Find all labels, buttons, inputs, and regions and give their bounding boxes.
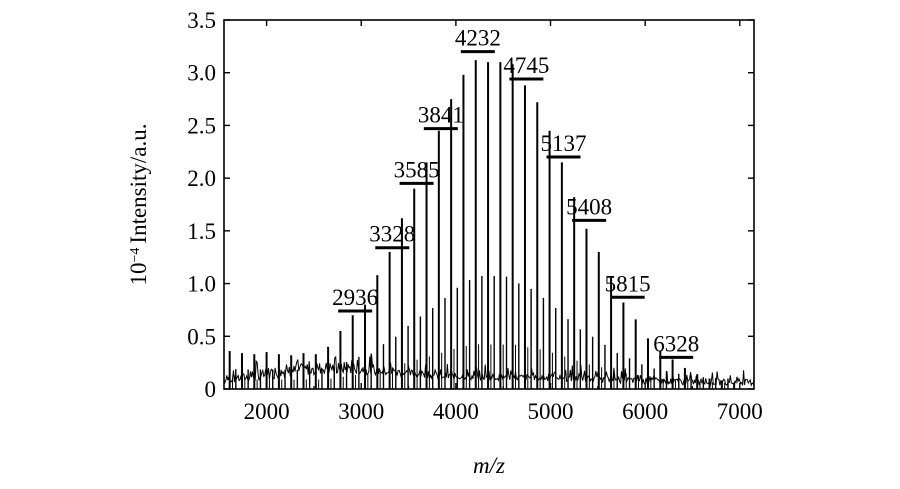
y-tick-label: 3.5	[187, 8, 216, 33]
x-axis-title: m/z	[473, 453, 505, 478]
y-tick-label: 1.5	[187, 219, 216, 244]
x-tick-label: 2000	[244, 399, 290, 424]
y-tick-label: 0	[205, 377, 217, 402]
peak-label: 3841	[418, 103, 464, 128]
peak-label: 4232	[455, 26, 501, 51]
axis-ticks: 2000 3000 4000 5000 6000 7000 0 0.5 1.0 1.5 2.0 2.5…	[187, 8, 763, 424]
peak-label: 3328	[369, 222, 415, 247]
peak-label: 4745	[503, 53, 549, 78]
x-tick-label: 3000	[338, 399, 384, 424]
peak-label: 5137	[540, 131, 586, 156]
y-tick-label: 2.0	[187, 166, 216, 191]
y-tick-label: 1.0	[187, 272, 216, 297]
y-axis-title-prefix: 10	[126, 263, 151, 286]
x-tick-label: 7000	[717, 399, 763, 424]
peak-label: 3585	[394, 157, 440, 182]
x-tick-label: 4000	[433, 399, 479, 424]
plot-frame	[223, 19, 755, 390]
y-tick-label: 3.0	[187, 61, 216, 86]
peak-label: 6328	[653, 331, 699, 356]
peak-label: 5408	[566, 194, 612, 219]
peak-label: 5815	[605, 271, 651, 296]
y-axis-title: 10−4 Intensity/a.u.	[126, 124, 151, 286]
y-tick-label: 0.5	[187, 324, 216, 349]
x-tick-label: 5000	[528, 399, 574, 424]
peak-label: 2936	[332, 285, 378, 310]
y-axis-title-exponent: −4	[128, 248, 143, 263]
x-tick-label: 6000	[622, 399, 668, 424]
y-axis-title-text: Intensity/a.u.	[126, 124, 151, 244]
y-tick-label: 2.5	[187, 113, 216, 138]
